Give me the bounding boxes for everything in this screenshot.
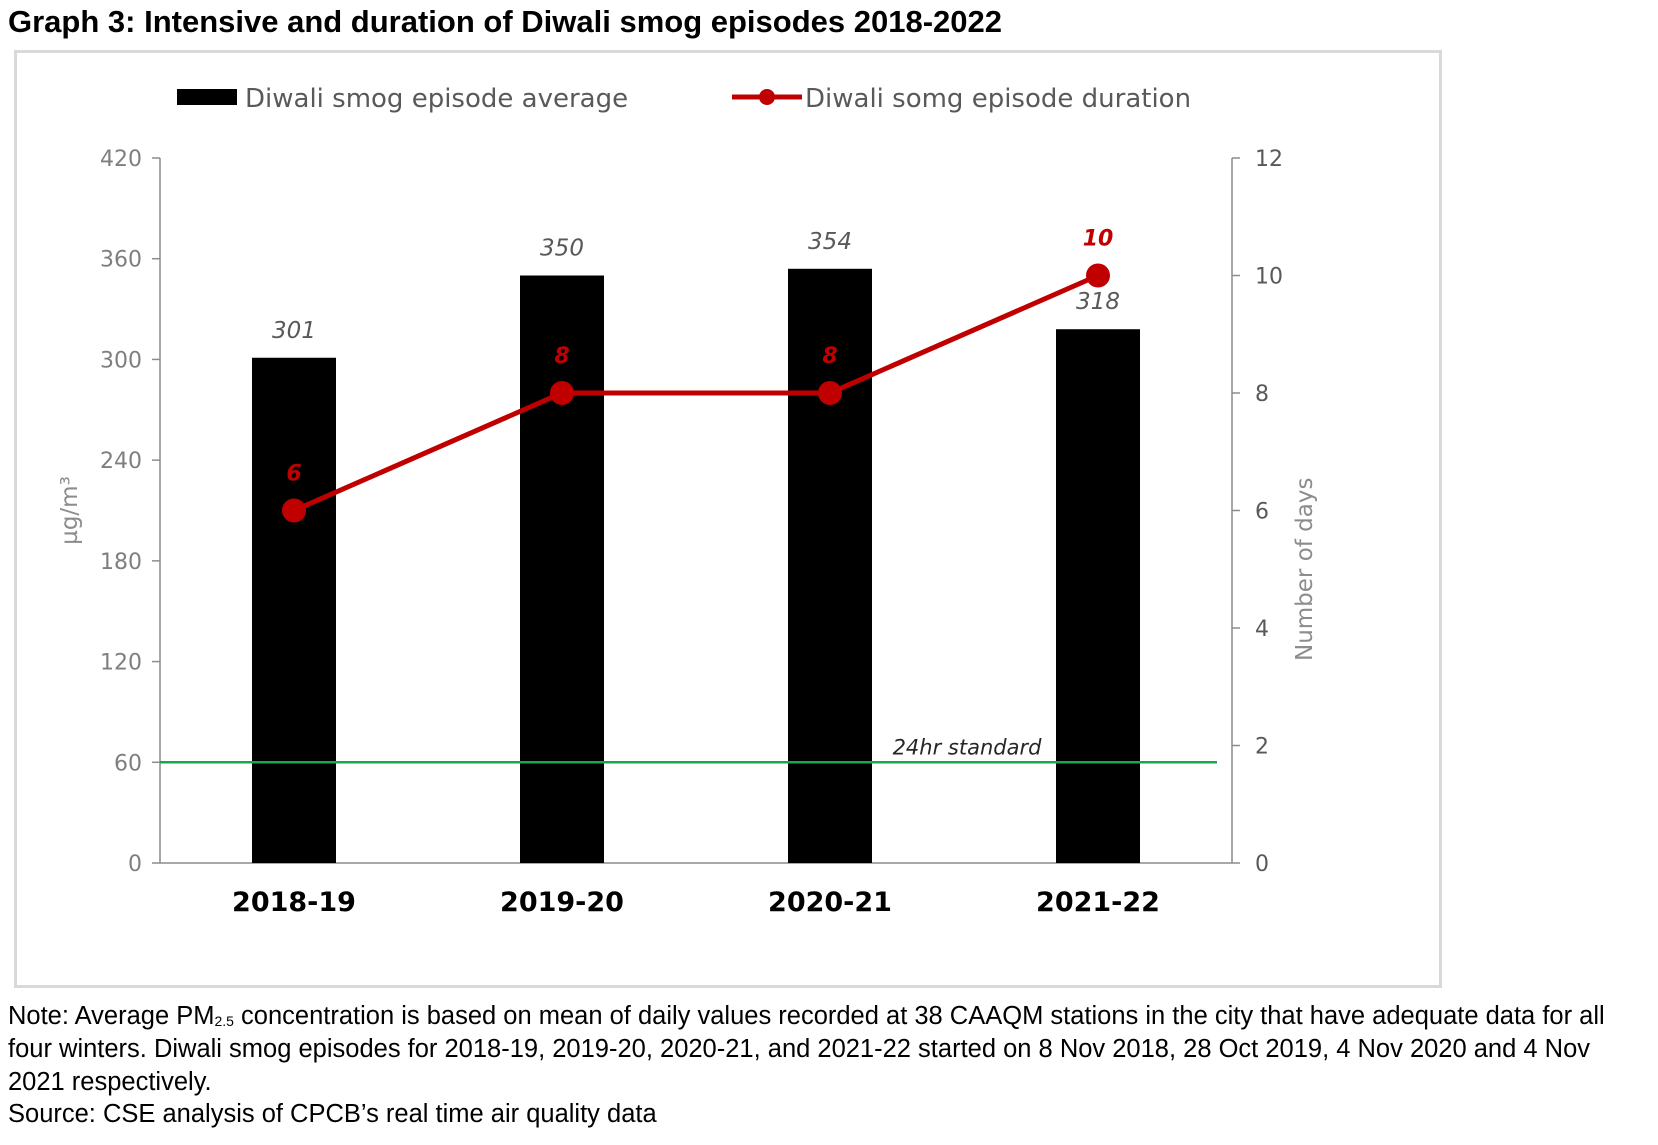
bar-value-label: 318	[1076, 289, 1120, 315]
y-tick-label-right: 2	[1255, 735, 1269, 760]
note-rest: concentration is based on mean of daily …	[8, 1002, 1605, 1096]
y-tick-label-left: 0	[128, 852, 142, 877]
y-tick-label-right: 6	[1255, 500, 1269, 525]
page-title: Graph 3: Intensive and duration of Diwal…	[8, 4, 1002, 39]
bar	[788, 268, 872, 863]
x-tick-label: 2021-22	[1036, 887, 1160, 918]
legend-line-marker	[759, 89, 775, 105]
duration-value-label: 8	[822, 344, 837, 369]
bar-value-label: 354	[808, 229, 852, 255]
y-axis-label-right: Number of days	[1292, 478, 1318, 661]
chart-source: Source: CSE analysis of CPCB’s real time…	[8, 1100, 657, 1128]
y-tick-label-right: 10	[1255, 265, 1283, 290]
y-tick-label-left: 360	[100, 248, 142, 273]
note-prefix: Note: Average PM	[8, 1002, 215, 1030]
bar-value-label: 350	[540, 236, 584, 262]
x-tick-label: 2020-21	[768, 887, 892, 918]
duration-value-label: 8	[554, 344, 569, 369]
y-tick-label-right: 4	[1255, 617, 1269, 642]
x-tick-label: 2018-19	[232, 887, 356, 918]
legend-line-label: Diwali somg episode duration	[805, 84, 1191, 114]
reference-line-label: 24hr standard	[893, 735, 1043, 759]
note-subscript: 2.5	[214, 1013, 234, 1029]
bar	[520, 275, 604, 863]
y-tick-label-right: 12	[1255, 147, 1283, 172]
y-tick-label-left: 300	[100, 348, 142, 373]
bar-value-label: 301	[272, 318, 316, 344]
bar	[252, 357, 336, 863]
chart-frame: 0 60 120 180 240 300 360 420 0 2 4 6 8 10 12 µg/m³ Numbe…	[14, 50, 1442, 988]
x-tick-label: 2019-20	[500, 887, 624, 918]
y-tick-label-left: 60	[114, 751, 142, 776]
y-tick-label-right: 0	[1255, 852, 1269, 877]
duration-point	[1086, 263, 1110, 288]
bar	[1056, 329, 1140, 863]
combo-chart: 0 60 120 180 240 300 360 420 0 2 4 6 8 10 12 µg/m³ Numbe…	[57, 84, 1318, 918]
y-axis-label-left: µg/m³	[57, 476, 83, 545]
y-tick-label-right: 8	[1255, 382, 1269, 407]
duration-value-label: 6	[286, 462, 301, 487]
y-tick-label-left: 420	[100, 147, 142, 172]
legend-bar-label: Diwali smog episode average	[245, 84, 628, 114]
duration-value-label: 10	[1083, 227, 1114, 252]
y-tick-label-left: 120	[100, 651, 142, 676]
duration-point	[550, 381, 574, 405]
y-tick-label-left: 240	[100, 449, 142, 474]
duration-point	[282, 498, 306, 523]
duration-line	[292, 273, 1100, 513]
y-tick-label-left: 180	[100, 550, 142, 575]
legend-bar-swatch	[177, 89, 237, 105]
chart-note: Note: Average PM2.5 concentration is bas…	[8, 1000, 1650, 1099]
duration-point	[818, 381, 842, 405]
